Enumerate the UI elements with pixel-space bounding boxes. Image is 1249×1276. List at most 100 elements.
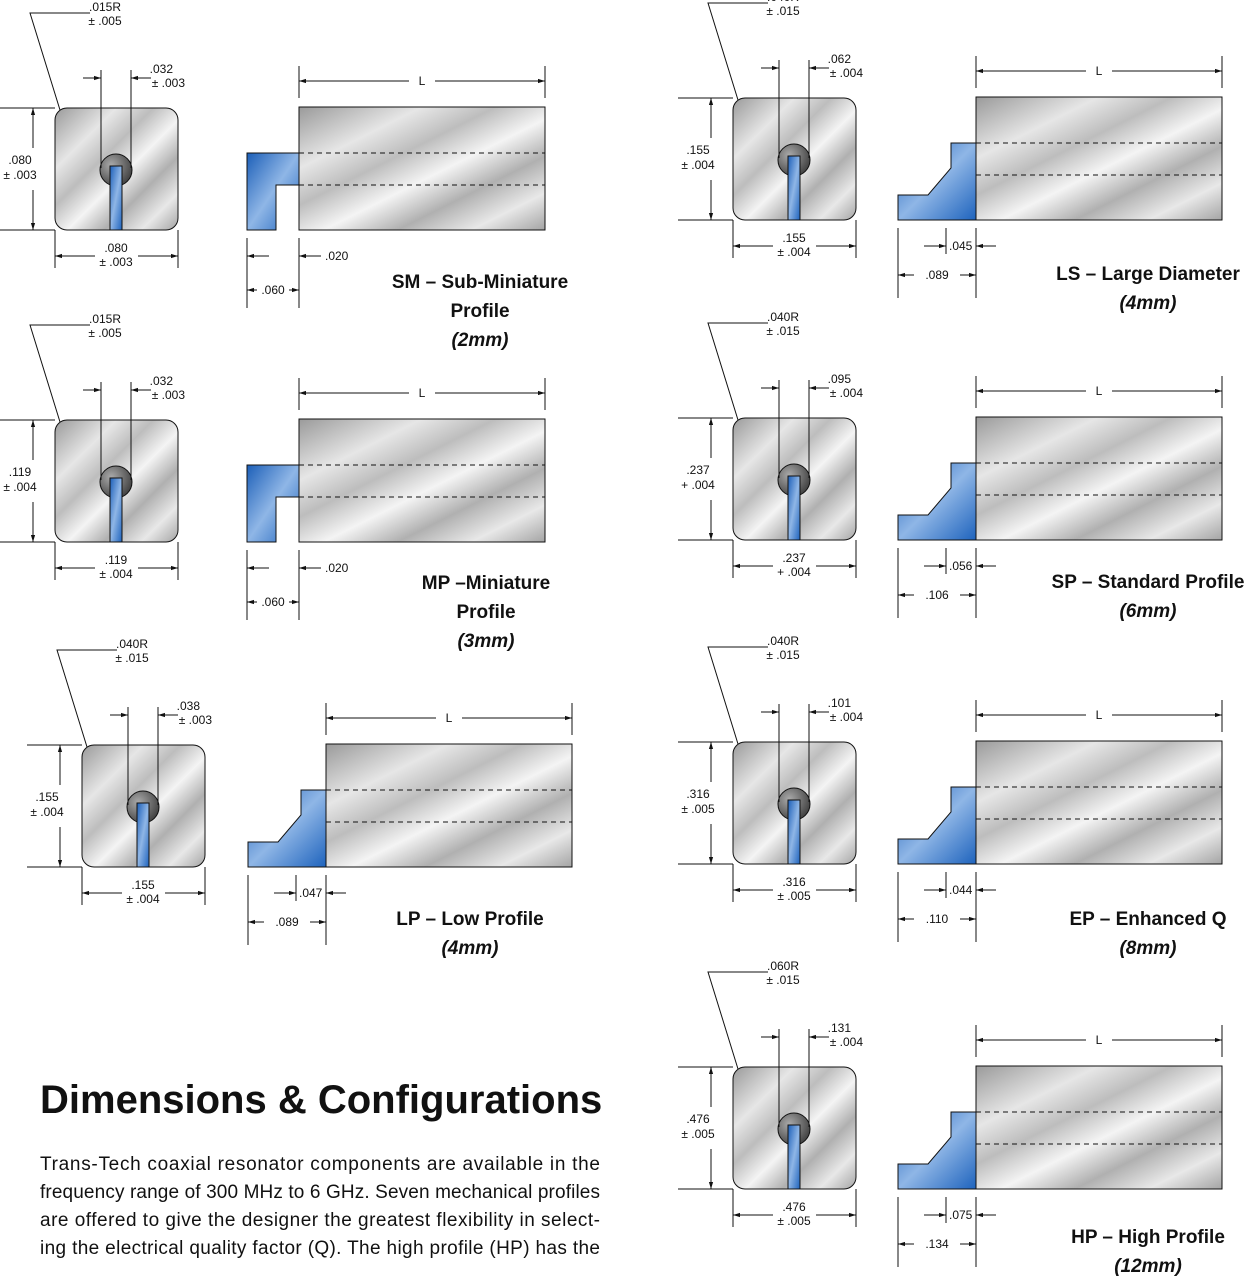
width-tolerance: ± .004 (99, 567, 133, 581)
radius-leader (57, 650, 117, 747)
profile-size: (6mm) (1119, 601, 1176, 622)
radius-label: .060R (767, 959, 799, 973)
radius-label: .040R (767, 634, 799, 648)
tab-width-label: .106 (925, 588, 949, 602)
profile-size: (3mm) (457, 631, 514, 652)
pin-slot (788, 476, 800, 540)
radius-tolerance: ± .005 (88, 326, 122, 340)
side-view (299, 107, 545, 230)
height-label: .119 (9, 465, 32, 479)
height-tolerance: ± .003 (3, 168, 37, 182)
width-tolerance: ± .003 (99, 255, 133, 269)
length-label: L (1096, 708, 1103, 722)
tab-gap-label: .056 (949, 559, 973, 573)
radius-tolerance: ± .015 (115, 651, 149, 665)
tab (898, 463, 976, 540)
side-view (976, 97, 1222, 220)
radius-label: .040R (767, 310, 799, 324)
radius-label: .015R (89, 312, 121, 326)
tab-gap-label: .045 (949, 239, 973, 253)
length-label: L (446, 711, 453, 725)
length-label: L (419, 386, 426, 400)
width-tolerance: ± .005 (777, 1214, 811, 1228)
height-label: .155 (35, 790, 59, 804)
width-tolerance: ± .004 (126, 892, 160, 906)
side-view (299, 419, 545, 542)
length-label: L (1096, 384, 1103, 398)
profile-size: (2mm) (451, 330, 508, 351)
profile-name: MP –Miniature (422, 573, 550, 594)
tab-width-label: .089 (275, 915, 299, 929)
pin-label: .032 (150, 62, 174, 76)
tab-width-label: .089 (925, 268, 949, 282)
radius-leader (708, 323, 768, 420)
tab-gap-label: .075 (949, 1208, 973, 1222)
body-line: are offered to give the designer the gre… (40, 1210, 600, 1231)
height-label: .155 (686, 143, 710, 157)
document: Dimensions & Configurations Trans-Tech c… (0, 0, 1249, 1276)
width-label: .476 (782, 1200, 806, 1214)
pin-label: .131 (828, 1021, 852, 1035)
side-view (326, 744, 572, 867)
tab-gap-label: .047 (299, 886, 323, 900)
radius-leader (708, 647, 768, 744)
height-label: .080 (8, 153, 32, 167)
body-line: frequency range of 300 MHz to 6 GHz. Sev… (40, 1182, 600, 1203)
width-tolerance: + .004 (777, 565, 811, 579)
pin-slot (137, 803, 149, 867)
tab-gap-label: .044 (949, 883, 973, 897)
pin-slot (788, 156, 800, 220)
pin-tolerance: ± .004 (830, 66, 864, 80)
radius-leader (30, 13, 90, 110)
width-label: .316 (782, 875, 806, 889)
length-label: L (419, 74, 426, 88)
width-tolerance: ± .004 (777, 245, 811, 259)
profile-name: SM – Sub-Miniature (392, 272, 568, 293)
height-tolerance: ± .004 (681, 158, 715, 172)
radius-leader (30, 325, 90, 422)
pin-slot (110, 166, 122, 230)
profile-name: LS – Large Diameter (1056, 264, 1240, 285)
radius-leader (708, 972, 768, 1069)
tab (898, 787, 976, 864)
tab (247, 153, 299, 230)
radius-tolerance: ± .015 (766, 973, 800, 987)
pin-tolerance: ± .003 (179, 713, 213, 727)
profile-name: HP – High Profile (1071, 1227, 1225, 1248)
profile-size: (4mm) (441, 938, 498, 959)
tab (898, 1112, 976, 1189)
pin-label: .062 (828, 52, 852, 66)
side-view (976, 741, 1222, 864)
pin-label: .095 (828, 372, 852, 386)
tab (247, 465, 299, 542)
pin-slot (110, 478, 122, 542)
body-line: ing the electrical quality factor (Q). T… (40, 1238, 600, 1259)
width-label: .119 (105, 553, 128, 567)
pin-slot (788, 800, 800, 864)
width-tolerance: ± .005 (777, 889, 811, 903)
height-label: .476 (686, 1112, 710, 1126)
radius-leader (708, 3, 768, 100)
profile-size: (8mm) (1119, 938, 1176, 959)
profile-name: SP – Standard Profile (1052, 572, 1245, 593)
profile-name: EP – Enhanced Q (1070, 909, 1227, 930)
pin-label: .032 (150, 374, 174, 388)
side-view (976, 1066, 1222, 1189)
page: Dimensions & Configurations Trans-Tech c… (0, 0, 1249, 1276)
pin-slot (788, 1125, 800, 1189)
tab-width-label: .134 (925, 1237, 949, 1251)
width-label: .155 (131, 878, 155, 892)
width-label: .080 (104, 241, 128, 255)
tab-width-label: .110 (926, 912, 949, 926)
pin-tolerance: ± .004 (830, 386, 864, 400)
pin-tolerance: ± .003 (152, 388, 186, 402)
tab (248, 790, 326, 867)
profile-name: Profile (456, 602, 515, 623)
pin-tolerance: ± .004 (830, 1035, 864, 1049)
profile-name: Profile (450, 301, 509, 322)
height-tolerance: ± .004 (3, 480, 37, 494)
height-tolerance: ± .004 (30, 805, 64, 819)
height-tolerance: ± .005 (681, 1127, 715, 1141)
pin-label: .101 (828, 696, 852, 710)
width-label: .155 (782, 231, 806, 245)
